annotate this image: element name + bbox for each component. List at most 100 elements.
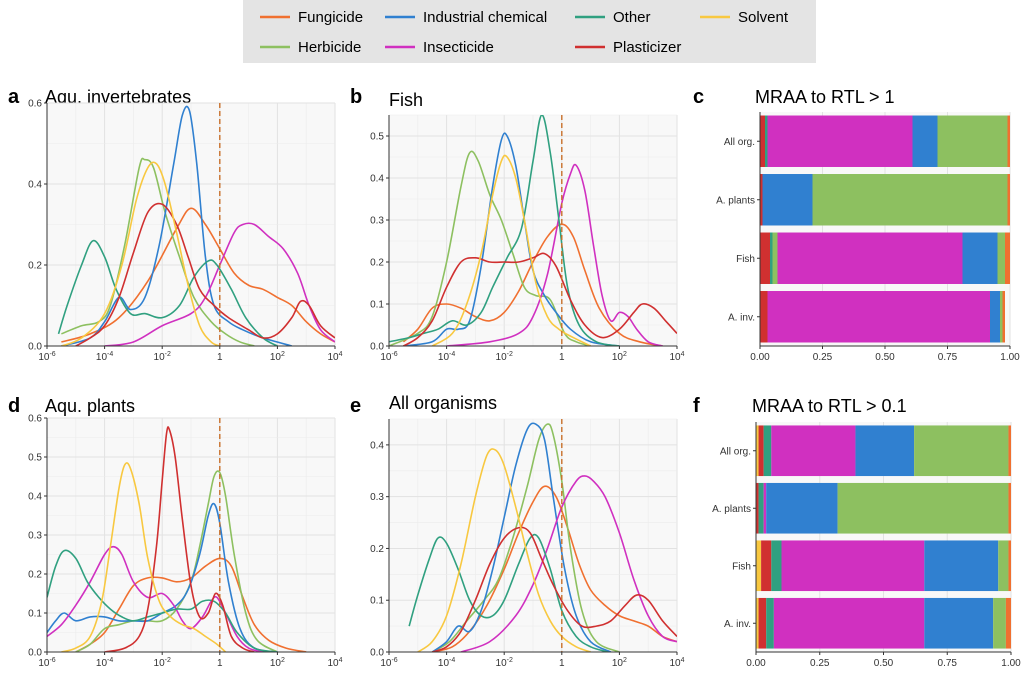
plot-area: 10-6 10-4 10-2 1 102 104 0.0 0.2 0.4 0.6	[28, 99, 343, 364]
bar-segment-herbicide	[772, 232, 778, 284]
y-tick-label: 0.2	[370, 258, 384, 269]
category-label: A. plants	[712, 504, 751, 515]
x-tick-label: 10-6	[380, 657, 397, 669]
x-tick-label: 10-2	[496, 657, 513, 669]
y-tick-label: 0.4	[28, 180, 42, 191]
category-label: Fish	[732, 561, 751, 572]
bar-segment-industrial-chemical	[912, 115, 938, 167]
bar-segment-other	[766, 597, 774, 649]
bar-segment-herbicide	[837, 482, 1009, 534]
y-tick-label: 0.0	[370, 342, 384, 353]
series-group	[57, 105, 335, 346]
bar-segment-fungicide	[1002, 291, 1005, 343]
bar-segment-plasticizer	[761, 540, 772, 592]
bar-segment-herbicide	[812, 174, 1008, 226]
bar-segment-herbicide	[997, 232, 1005, 284]
x-tick-label: 102	[612, 351, 627, 363]
y-tick-label: 0.5	[370, 132, 384, 143]
y-tick-label: 0.5	[28, 453, 42, 464]
bar-segment-fungicide	[1008, 540, 1011, 592]
y-tick-label: 0.1	[370, 300, 384, 311]
series-line-other	[408, 533, 609, 652]
series-line-industrial-chemical	[431, 422, 612, 652]
series-line-fungicide	[75, 557, 307, 652]
legend: Fungicide Herbicide Industrial chemical Ins…	[243, 0, 816, 63]
series-line-insecticide	[446, 163, 663, 346]
panel-c: c MRAA to RTL > 1 All org. A. plants Fish A. …	[693, 86, 1020, 363]
x-tick-label: 10-6	[38, 351, 55, 363]
series-line-solvent	[417, 448, 591, 652]
bar-segment-industrial-chemical	[962, 232, 998, 284]
bar-segment-plasticizer	[760, 291, 768, 343]
y-tick-label: 0.4	[370, 174, 384, 185]
x-tick-label: 0.25	[810, 658, 830, 669]
bar-segment-other	[770, 232, 773, 284]
x-tick-label: 10-6	[38, 657, 55, 669]
series-line-industrial-chemical	[47, 502, 278, 652]
category-label: A. plants	[716, 195, 755, 206]
x-tick-label: 104	[669, 351, 684, 363]
bar-segment-insecticide	[767, 291, 990, 343]
panel-letter: b	[350, 86, 362, 108]
category-label: A. inv.	[724, 619, 751, 630]
series-line-solvent	[61, 161, 221, 346]
x-tick-label: 0.75	[938, 658, 958, 669]
x-tick-label: 10-4	[438, 657, 455, 669]
bar-segment-other	[758, 482, 764, 534]
legend-label: Fungicide	[298, 9, 363, 26]
x-tick-label: 1	[217, 352, 223, 363]
panels: a Aqu. invertebrates 10-6 10-4 10-2 1 102 104 0.…	[8, 86, 1021, 669]
x-tick-label: 10-4	[96, 657, 113, 669]
x-tick-label: 1	[217, 658, 223, 669]
series-line-plasticizer	[431, 526, 677, 652]
series-line-other	[389, 115, 620, 346]
series-line-insecticide	[460, 475, 677, 652]
x-tick-label: 1	[559, 352, 565, 363]
bar-segment-fungicide	[1005, 597, 1011, 649]
plot-area: All org. A. plants Fish A. inv. 0.00 0.25 0.50…	[712, 422, 1021, 669]
panel-title: Aqu. plants	[45, 396, 135, 416]
panel-a: a Aqu. invertebrates 10-6 10-4 10-2 1 102 104 0.…	[8, 86, 343, 363]
plot-area: 10-6 10-4 10-2 1 102 104 0.0 0.1 0.2 0.3 0.4 0.5 0.6	[28, 414, 343, 670]
series-line-herbicide	[389, 150, 591, 346]
x-tick-label: 10-4	[96, 351, 113, 363]
series-line-fungicide	[61, 207, 335, 343]
bar-segment-industrial-chemical	[855, 425, 915, 477]
y-tick-label: 0.0	[28, 342, 42, 353]
x-tick-label: 10-2	[154, 657, 171, 669]
bar-segment-herbicide	[1000, 291, 1003, 343]
bar-segment-herbicide	[937, 115, 1008, 167]
y-tick-label: 0.4	[28, 492, 42, 503]
series-line-plasticizer	[402, 252, 677, 346]
x-tick-label: 1.00	[1000, 352, 1020, 363]
x-tick-label: 1	[559, 658, 565, 669]
panel-letter: c	[693, 86, 704, 108]
legend-label: Herbicide	[298, 39, 361, 56]
y-tick-label: 0.3	[28, 531, 42, 542]
legend-label: Insecticide	[423, 39, 494, 56]
x-tick-label: 10-2	[154, 351, 171, 363]
bar-segment-fungicide	[1007, 174, 1010, 226]
category-label: Fish	[736, 254, 755, 265]
panel-d: d Aqu. plants 10-6 10-4 10-2 1 102 104 0.0 0.1 0.2…	[8, 395, 343, 669]
x-tick-label: 0.50	[874, 658, 894, 669]
bar-segment-plasticizer	[760, 174, 763, 226]
bar-segment-plasticizer	[756, 482, 759, 534]
x-tick-label: 104	[327, 657, 342, 669]
y-tick-label: 0.6	[28, 414, 42, 425]
bar-segment-insecticide	[773, 597, 925, 649]
bar-segment-herbicide	[998, 540, 1009, 592]
plot-area: All org. A. plants Fish A. inv. 0.00 0.25 0.50…	[716, 112, 1020, 363]
bar-segment-industrial-chemical	[924, 597, 994, 649]
x-tick-label: 1.00	[1001, 658, 1021, 669]
panel-b: b Fish 10-6 10-4 10-2 1 102 104 0.0 0.1 0.2 0.3 0.4 0…	[350, 86, 685, 363]
bar-segment-fungicide	[1008, 425, 1011, 477]
bar-segment-fungicide	[1005, 232, 1010, 284]
y-tick-label: 0.3	[370, 216, 384, 227]
bar-segment-solvent	[756, 540, 762, 592]
bar-segment-industrial-chemical	[924, 540, 999, 592]
legend-label: Industrial chemical	[423, 9, 547, 26]
y-tick-label: 0.0	[28, 648, 42, 659]
series-line-solvent	[61, 462, 227, 652]
